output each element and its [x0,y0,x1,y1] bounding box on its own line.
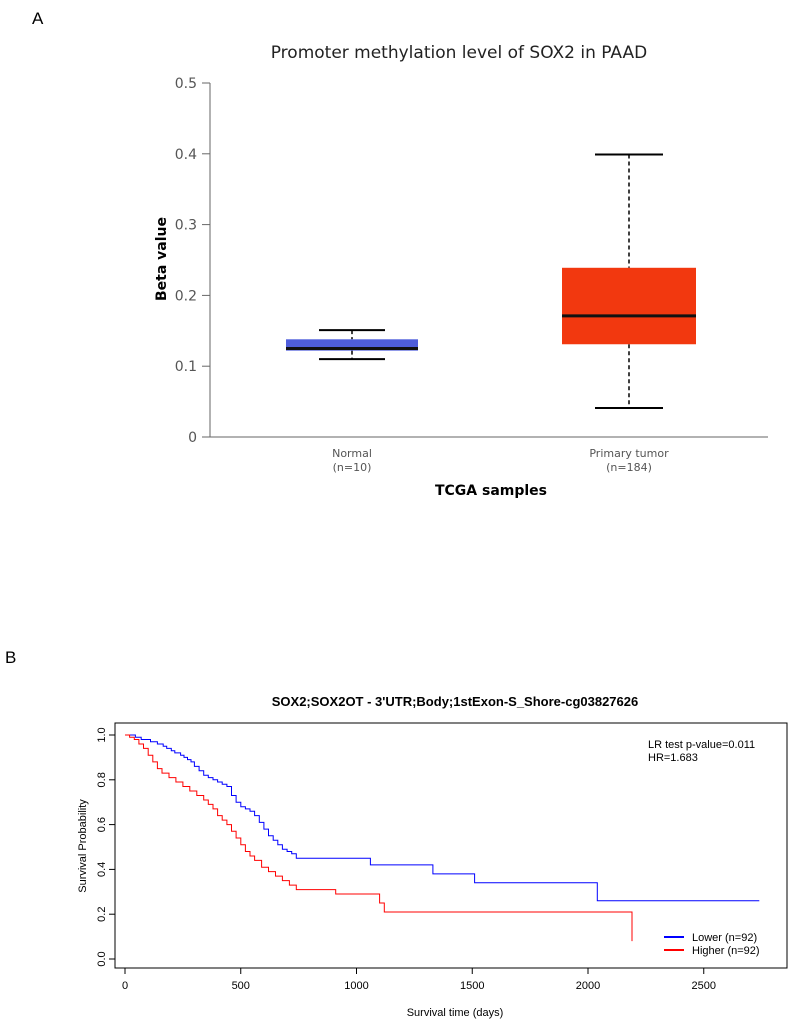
km-y-tick-label: 0.6 [96,817,108,832]
km-x-tick-label: 2500 [692,980,716,992]
km-x-tick-label: 500 [232,980,250,992]
km-y-tick-label: 0.0 [96,951,108,966]
km-annotation-pvalue: LR test p-value=0.011 [648,739,755,751]
boxplot-y-tick-label: 0 [188,430,197,446]
panel-label-b: B [5,648,16,667]
km-legend-label: Higher (n=92) [692,945,760,957]
km-x-tick-label: 0 [122,980,128,992]
boxplot-y-tick-label: 0.2 [175,288,197,304]
boxplot-category-n-label: (n=184) [606,461,652,474]
methylation-boxplot: Promoter methylation level of SOX2 in PA… [154,43,768,499]
km-y-axis-label: Survival Probability [77,799,89,893]
km-legend-label: Lower (n=92) [692,932,757,944]
km-title: SOX2;SOX2OT - 3'UTR;Body;1stExon-S_Shore… [272,694,638,709]
boxplot-title: Promoter methylation level of SOX2 in PA… [271,43,648,63]
km-y-tick-label: 1.0 [96,727,108,742]
km-series-line-higher [125,734,633,942]
boxplot-y-tick-label: 0.5 [175,76,197,92]
boxplot-y-tick-label: 0.3 [175,218,197,234]
boxplot-y-axis-label: Beta value [154,217,170,301]
boxplot-y-tick-label: 0.1 [175,359,197,375]
boxplot-box [286,339,418,351]
boxplot-box [562,267,696,345]
km-y-tick-label: 0.2 [96,907,108,922]
boxplot-category-n-label: (n=10) [333,461,372,474]
km-x-tick-label: 1000 [344,980,368,992]
boxplot-category-label: Primary tumor [589,447,669,460]
boxplot-category-label: Normal [332,447,372,460]
boxplot-x-axis-label: TCGA samples [435,483,547,499]
panel-label-a: A [32,9,44,28]
km-x-axis-label: Survival time (days) [407,1007,504,1019]
km-annotation-hr: HR=1.683 [648,752,698,764]
km-plot-frame [114,722,788,969]
km-y-tick-label: 0.8 [96,772,108,787]
km-y-tick-label: 0.4 [96,862,108,877]
km-x-tick-label: 1500 [460,980,484,992]
boxplot-y-tick-label: 0.4 [175,147,197,163]
survival-plot: SOX2;SOX2OT - 3'UTR;Body;1stExon-S_Shore… [77,694,788,1019]
km-x-tick-label: 2000 [576,980,600,992]
km-series-line-lower [125,734,760,902]
